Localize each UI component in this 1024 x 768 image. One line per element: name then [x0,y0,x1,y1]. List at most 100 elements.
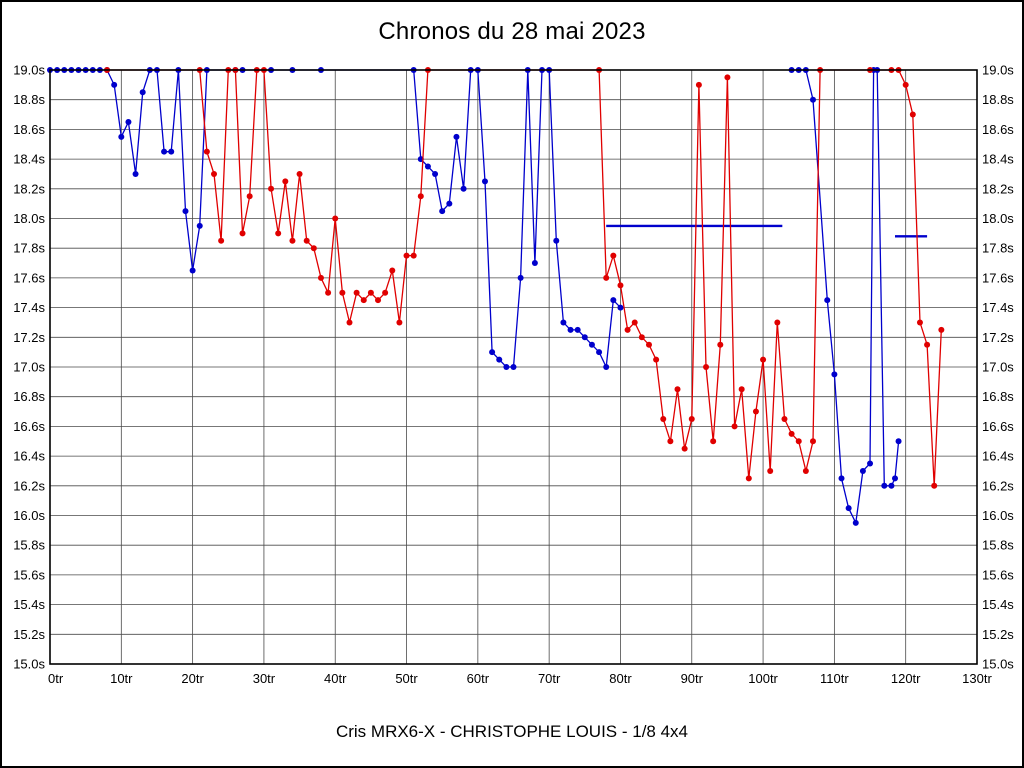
data-point-pilote-rouge [909,111,916,118]
data-point-pilote-bleu [867,460,874,467]
data-point-pilote-rouge [339,289,346,296]
data-point-pilote-bleu [460,185,467,192]
data-point-pilote-rouge [774,319,781,326]
data-point-pilote-rouge [781,415,788,422]
data-point-pilote-bleu [891,475,898,482]
data-point-pilote-rouge [660,415,667,422]
data-point-pilote-rouge [317,274,324,281]
data-point-pilote-rouge [674,386,681,393]
data-point-pilote-bleu [895,438,902,445]
data-point-pilote-rouge [603,274,610,281]
data-point-pilote-bleu [168,148,175,155]
y-tick-label-left: 18.4s [13,152,45,167]
data-point-pilote-rouge [667,438,674,445]
y-tick-label-right: 18.4s [982,152,1014,167]
data-point-pilote-bleu [139,89,146,96]
data-point-pilote-bleu [439,208,446,215]
data-point-pilote-rouge [617,282,624,289]
data-point-pilote-bleu [574,326,581,333]
y-tick-label-right: 18.0s [982,211,1014,226]
data-point-pilote-bleu [809,96,816,103]
y-tick-label-left: 17.6s [13,270,45,285]
data-point-pilote-bleu [517,274,524,281]
y-tick-label-right: 16.2s [982,478,1014,493]
data-point-pilote-bleu [453,133,460,140]
data-point-pilote-bleu [845,505,852,512]
y-tick-label-left: 15.6s [13,567,45,582]
y-tick-label-right: 16.6s [982,419,1014,434]
data-point-pilote-rouge [218,237,225,244]
series-line-pilote-bleu [791,69,900,526]
data-point-pilote-rouge [731,423,738,430]
data-point-pilote-bleu [118,133,125,140]
data-point-pilote-rouge [325,289,332,296]
y-tick-label-left: 17.0s [13,360,45,375]
data-point-pilote-bleu [446,200,453,207]
data-point-pilote-rouge [624,326,631,333]
data-point-pilote-rouge [410,252,417,259]
data-point-pilote-rouge [246,193,253,200]
y-tick-label-right: 17.6s [982,270,1014,285]
y-tick-label-left: 17.2s [13,330,45,345]
x-tick-label: 120tr [891,671,921,686]
y-tick-label-right: 17.8s [982,241,1014,256]
data-point-pilote-rouge [795,438,802,445]
data-point-pilote-bleu [888,482,895,489]
data-point-pilote-rouge [346,319,353,326]
data-point-pilote-bleu [125,118,132,125]
y-tick-label-right: 15.8s [982,538,1014,553]
y-tick-label-left: 15.0s [13,657,45,672]
x-tick-label: 110tr [820,671,849,686]
x-tick-label: 20tr [181,671,204,686]
data-point-pilote-rouge [752,408,759,415]
data-point-pilote-bleu [510,364,517,370]
data-point-pilote-rouge [695,81,702,88]
x-tick-label: 90tr [681,671,704,686]
data-point-pilote-rouge [282,178,289,185]
data-point-pilote-bleu [838,475,845,482]
data-point-pilote-rouge [275,230,282,237]
data-point-pilote-bleu [189,267,196,274]
y-tick-label-right: 15.2s [982,627,1014,642]
y-tick-label-left: 16.4s [13,449,45,464]
data-point-pilote-rouge [375,297,382,304]
data-point-pilote-rouge [703,364,710,370]
data-point-pilote-bleu [617,304,624,311]
plot-frame [49,69,978,665]
y-tick-label-left: 18.6s [13,122,45,137]
data-point-pilote-bleu [567,326,574,333]
data-point-pilote-rouge [738,386,745,393]
data-point-pilote-rouge [211,170,218,177]
data-point-pilote-bleu [432,170,439,177]
data-point-pilote-bleu [489,349,496,356]
data-point-pilote-rouge [710,438,717,445]
x-tick-label: 60tr [467,671,490,686]
data-point-pilote-bleu [531,260,538,267]
data-point-pilote-rouge [332,215,339,222]
data-point-pilote-rouge [802,467,809,474]
data-point-pilote-rouge [360,297,367,304]
y-tick-label-left: 18.0s [13,211,45,226]
data-point-pilote-rouge [353,289,360,296]
data-point-pilote-rouge [389,267,396,274]
y-tick-label-right: 15.6s [982,567,1014,582]
data-point-pilote-rouge [382,289,389,296]
x-tick-label: 30tr [253,671,276,686]
data-point-pilote-bleu [496,356,503,363]
data-point-pilote-rouge [745,475,752,482]
data-point-pilote-bleu [603,364,610,370]
x-tick-label: 10tr [110,671,133,686]
data-point-pilote-rouge [239,230,246,237]
data-point-pilote-bleu [132,170,139,177]
x-tick-label: 40tr [324,671,347,686]
data-point-pilote-rouge [809,438,816,445]
data-point-pilote-rouge [681,445,688,452]
data-point-pilote-bleu [503,364,510,370]
y-tick-label-left: 18.2s [13,181,45,196]
y-tick-label-right: 17.0s [982,360,1014,375]
y-tick-label-right: 18.8s [982,92,1014,107]
data-point-pilote-rouge [289,237,296,244]
data-point-pilote-bleu [161,148,168,155]
